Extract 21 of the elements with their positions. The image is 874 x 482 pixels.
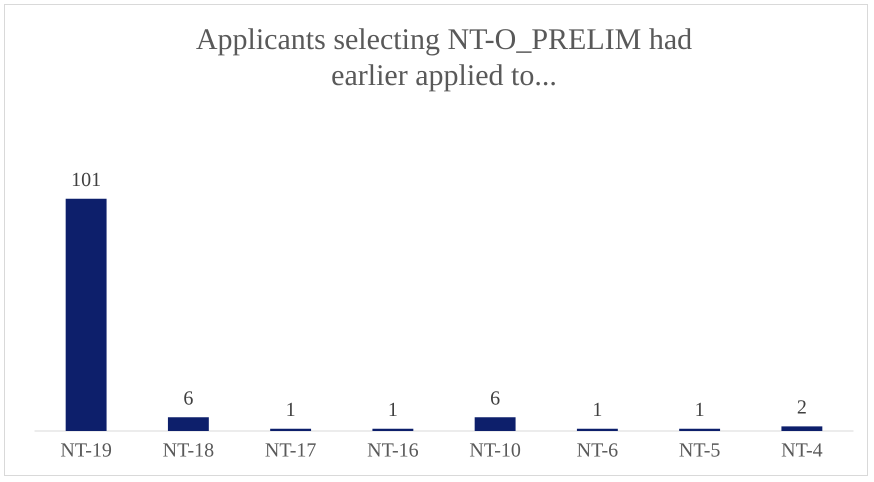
- chart-title: Applicants selecting NT-O_PRELIM had earlier applied to...: [196, 22, 692, 92]
- bar: [168, 417, 209, 431]
- data-label: 6: [490, 387, 500, 410]
- x-tick-label: NT-6: [576, 439, 618, 462]
- bar: [474, 417, 516, 431]
- data-label: 6: [183, 387, 194, 410]
- data-label: 1: [286, 398, 296, 421]
- x-tick-label: NT-16: [367, 439, 419, 462]
- bar: [781, 426, 822, 431]
- x-tick-label: NT-19: [60, 439, 112, 462]
- x-tick-label: NT-18: [162, 439, 214, 462]
- x-tick-label: NT-4: [781, 439, 823, 462]
- x-tick-label: NT-10: [469, 439, 521, 462]
- data-label: 1: [694, 398, 705, 421]
- data-label: 1: [592, 398, 602, 421]
- x-tick-label: NT-5: [678, 439, 720, 462]
- data-label: 2: [796, 396, 807, 419]
- bar: [66, 198, 107, 431]
- data-label: 101: [71, 168, 102, 191]
- x-tick-label: NT-17: [264, 439, 316, 462]
- data-label: 1: [388, 398, 398, 421]
